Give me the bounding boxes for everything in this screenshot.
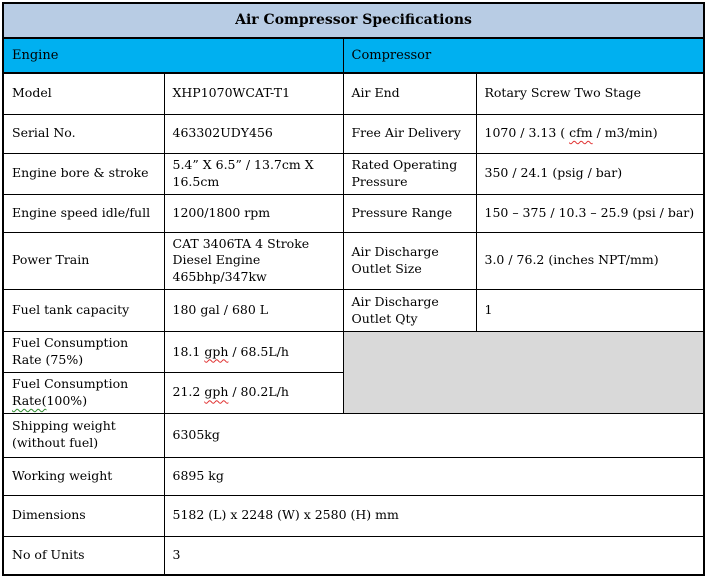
units-label-cell: No of Units (2, 535, 165, 576)
air-end-value-cell: Rotary Screw Two Stage (475, 72, 705, 115)
fuel-rate-75-label-cell: Fuel Consumption Rate (75%) (2, 331, 165, 373)
working-weight-value-cell: 6895 kg (163, 456, 705, 496)
rated-pressure-label-cell: Rated Operating Pressure (342, 152, 477, 195)
rated-pressure-value-cell: 350 / 24.1 (psig / bar) (475, 152, 705, 195)
table-row: Working weight 6895 kg (2, 456, 705, 496)
air-compressor-spec-table: Air Compressor Specifications Engine Com… (2, 2, 706, 577)
compressor-section-header: Compressor (342, 37, 705, 74)
table-row: Engine Compressor (2, 37, 705, 74)
serial-no-value-cell: 463302UDY456 (163, 113, 344, 154)
bore-stroke-label-cell: Engine bore & stroke (2, 152, 165, 195)
model-value-cell: XHP1070WCAT-T1 (163, 72, 344, 115)
working-weight-label-cell: Working weight (2, 456, 165, 496)
fuel-tank-value-cell: 180 gal / 680 L (163, 289, 344, 333)
fuel-rate-100-value-cell: 21.2 gph / 80.2L/h (163, 371, 344, 414)
table-row: Engine speed idle/full 1200/1800 rpm Pre… (2, 193, 705, 233)
empty-gray-cell (342, 331, 705, 414)
discharge-qty-value-cell: 1 (475, 289, 705, 333)
power-train-label-cell: Power Train (2, 231, 165, 291)
air-end-label-cell: Air End (342, 72, 477, 115)
table-row: Serial No. 463302UDY456 Free Air Deliver… (2, 113, 705, 154)
table-row: Shipping weight (without fuel) 6305kg (2, 412, 705, 458)
units-value-cell: 3 (163, 535, 705, 576)
free-air-delivery-label-cell: Free Air Delivery (342, 113, 477, 154)
engine-speed-label-cell: Engine speed idle/full (2, 193, 165, 233)
table-row: Dimensions 5182 (L) x 2248 (W) x 2580 (H… (2, 494, 705, 537)
model-label-cell: Model (2, 72, 165, 115)
table-row: Power Train CAT 3406TA 4 Stroke Diesel E… (2, 231, 705, 291)
fuel-tank-label-cell: Fuel tank capacity (2, 289, 165, 333)
free-air-delivery-value-cell: 1070 / 3.13 ( cfm / m3/min) (475, 113, 705, 154)
power-train-value-cell: CAT 3406TA 4 Stroke Diesel Engine 465bhp… (163, 231, 344, 291)
table-row: Model XHP1070WCAT-T1 Air End Rotary Scre… (2, 72, 705, 115)
engine-section-header: Engine (2, 37, 344, 74)
table-row: Fuel tank capacity 180 gal / 680 L Air D… (2, 289, 705, 333)
bore-stroke-value-cell: 5.4” X 6.5” / 13.7cm X 16.5cm (163, 152, 344, 195)
shipping-weight-value-cell: 6305kg (163, 412, 705, 458)
dimensions-value-cell: 5182 (L) x 2248 (W) x 2580 (H) mm (163, 494, 705, 537)
shipping-weight-label-cell: Shipping weight (without fuel) (2, 412, 165, 458)
discharge-qty-label-cell: Air Discharge Outlet Qty (342, 289, 477, 333)
engine-speed-value-cell: 1200/1800 rpm (163, 193, 344, 233)
dimensions-label-cell: Dimensions (2, 494, 165, 537)
table-title: Air Compressor Specifications (2, 2, 705, 39)
pressure-range-label-cell: Pressure Range (342, 193, 477, 233)
discharge-size-label-cell: Air Discharge Outlet Size (342, 231, 477, 291)
table-row: Engine bore & stroke 5.4” X 6.5” / 13.7c… (2, 152, 705, 195)
discharge-size-value-cell: 3.0 / 76.2 (inches NPT/mm) (475, 231, 705, 291)
table-row: No of Units 3 (2, 535, 705, 576)
pressure-range-value-cell: 150 – 375 / 10.3 – 25.9 (psi / bar) (475, 193, 705, 233)
table-row: Air Compressor Specifications (2, 2, 705, 39)
serial-no-label-cell: Serial No. (2, 113, 165, 154)
fuel-rate-100-label-cell: Fuel Consumption Rate(100%) (2, 371, 165, 414)
table-row: Fuel Consumption Rate (75%) 18.1 gph / 6… (2, 331, 705, 414)
fuel-rate-75-value-cell: 18.1 gph / 68.5L/h (163, 331, 344, 373)
